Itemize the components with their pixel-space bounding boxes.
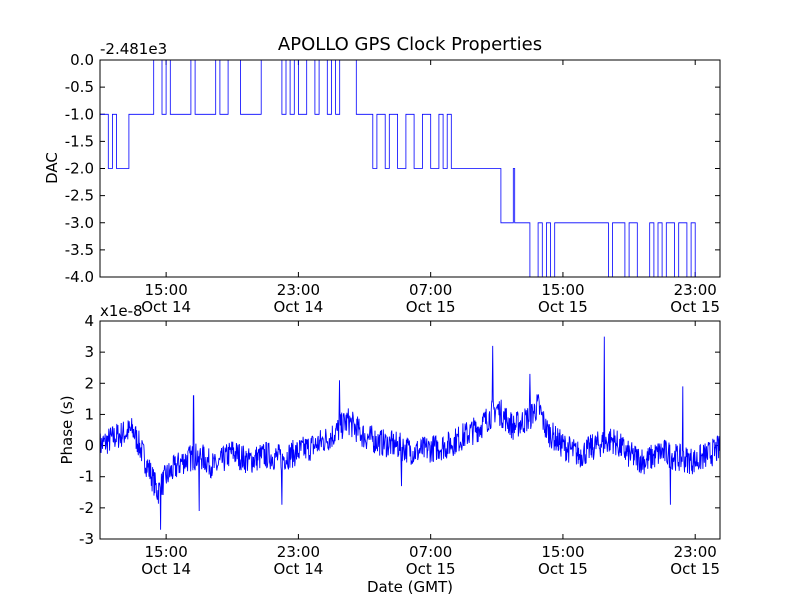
top-xtick-label-time: 07:00 (409, 281, 452, 299)
bot-ytick-label: -1 (79, 468, 94, 486)
top-axis-ticks: 0.0 -0.5 -1.0 -1.5 -2.0 -2.5 -3.0 -3.5 -4.0 15:00… (65, 51, 720, 316)
bot-xtick-label-time: 07:00 (409, 543, 452, 561)
dac-plot: 0.0 -0.5 -1.0 -1.5 -2.0 -2.5 -3.0 -3.5 -4.0 15:00… (65, 51, 721, 316)
bottom-y-axis-label: Phase (s) (58, 395, 76, 464)
bot-ytick-label: -3 (79, 530, 94, 548)
bottom-x-axis-label: Date (GMT) (367, 578, 453, 596)
top-xtick-label-time: 23:00 (674, 281, 717, 299)
bot-ytick-label: 2 (84, 374, 94, 392)
bot-ytick-label: 4 (84, 312, 94, 330)
top-xtick-label-time: 15:00 (541, 281, 584, 299)
bot-xtick-label-date: Oct 15 (406, 560, 456, 578)
bot-xtick-label-date: Oct 15 (670, 560, 720, 578)
top-ytick-label: -2.5 (65, 187, 94, 205)
bot-xtick-label-time: 15:00 (541, 543, 584, 561)
bot-xtick-label-date: Oct 15 (538, 560, 588, 578)
top-ytick-label: -1.5 (65, 132, 94, 150)
top-ytick-label: -3.5 (65, 241, 94, 259)
bot-xtick-label-date: Oct 14 (274, 560, 324, 578)
bot-xtick-label-date: Oct 14 (141, 560, 191, 578)
top-ytick-label: -4.0 (65, 268, 94, 286)
bot-ytick-label: 1 (84, 405, 94, 423)
top-xtick-label-date: Oct 14 (274, 298, 324, 316)
top-plot-frame (99, 59, 721, 278)
top-y-axis-label: DAC (43, 152, 61, 184)
bot-xtick-label-time: 15:00 (145, 543, 188, 561)
top-ytick-label: -1.0 (65, 105, 94, 123)
top-xtick-label-date: Oct 15 (538, 298, 588, 316)
top-xtick-label-date: Oct 15 (406, 298, 456, 316)
bottom-offset-text: x1e-8 (100, 302, 143, 320)
bot-xtick-label-time: 23:00 (674, 543, 717, 561)
bot-xtick-label-time: 23:00 (277, 543, 320, 561)
top-xtick-label-date: Oct 14 (141, 298, 191, 316)
top-ytick-label: -0.5 (65, 78, 94, 96)
top-xtick-label-time: 23:00 (277, 281, 320, 299)
bot-ytick-label: -2 (79, 499, 94, 517)
bot-ytick-label: 3 (84, 343, 94, 361)
phase-series-line (99, 336, 721, 530)
top-xtick-label-date: Oct 15 (670, 298, 720, 316)
bottom-plot-frame (99, 320, 721, 540)
top-offset-text: -2.481e3 (100, 40, 167, 58)
top-ytick-label: 0.0 (70, 51, 94, 69)
top-ytick-label: -2.0 (65, 160, 94, 178)
dac-series-line (100, 59, 700, 278)
top-ytick-label: -3.0 (65, 214, 94, 232)
chart-title: APOLLO GPS Clock Properties (278, 34, 542, 55)
bot-ytick-label: 0 (84, 437, 94, 455)
top-xtick-label-time: 15:00 (145, 281, 188, 299)
